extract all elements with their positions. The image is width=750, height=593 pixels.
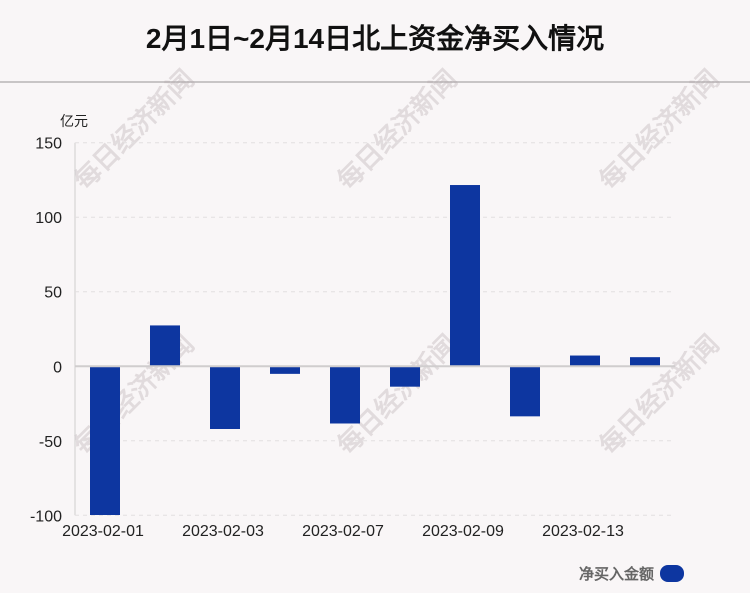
chart-title: 2月1日~2月14日北上资金净买入情况 (0, 0, 750, 83)
legend: 净买入金额 (579, 563, 684, 584)
y-tick-label: -100 (30, 508, 62, 525)
y-axis-unit: 亿元 (60, 113, 88, 129)
y-tick-label: 50 (44, 285, 62, 302)
y-tick-label: -50 (39, 434, 62, 451)
bar-2023-02-13 (570, 355, 600, 367)
x-tick-label: 2023-02-01 (62, 523, 144, 540)
bar-2023-02-14 (630, 357, 660, 367)
y-tick-label: 0 (53, 359, 62, 376)
bar-2023-02-01 (90, 366, 120, 516)
bar-2023-02-02 (150, 325, 180, 367)
y-tick-label: 100 (35, 210, 62, 227)
bar-2023-02-06 (270, 366, 300, 374)
x-tick-label: 2023-02-03 (182, 523, 264, 540)
bar-2023-02-09 (450, 185, 480, 367)
bar-2023-02-07 (330, 366, 360, 424)
x-tick-label: 2023-02-13 (542, 523, 624, 540)
bar-2023-02-08 (390, 366, 420, 387)
legend-label: 净买入金额 (578, 566, 654, 583)
x-tick-label: 2023-02-09 (422, 523, 504, 540)
legend-swatch (660, 565, 684, 582)
bar-2023-02-03 (210, 366, 240, 430)
y-tick-label: 150 (35, 136, 62, 153)
bar-2023-02-10 (510, 366, 540, 417)
x-tick-label: 2023-02-07 (302, 523, 384, 540)
